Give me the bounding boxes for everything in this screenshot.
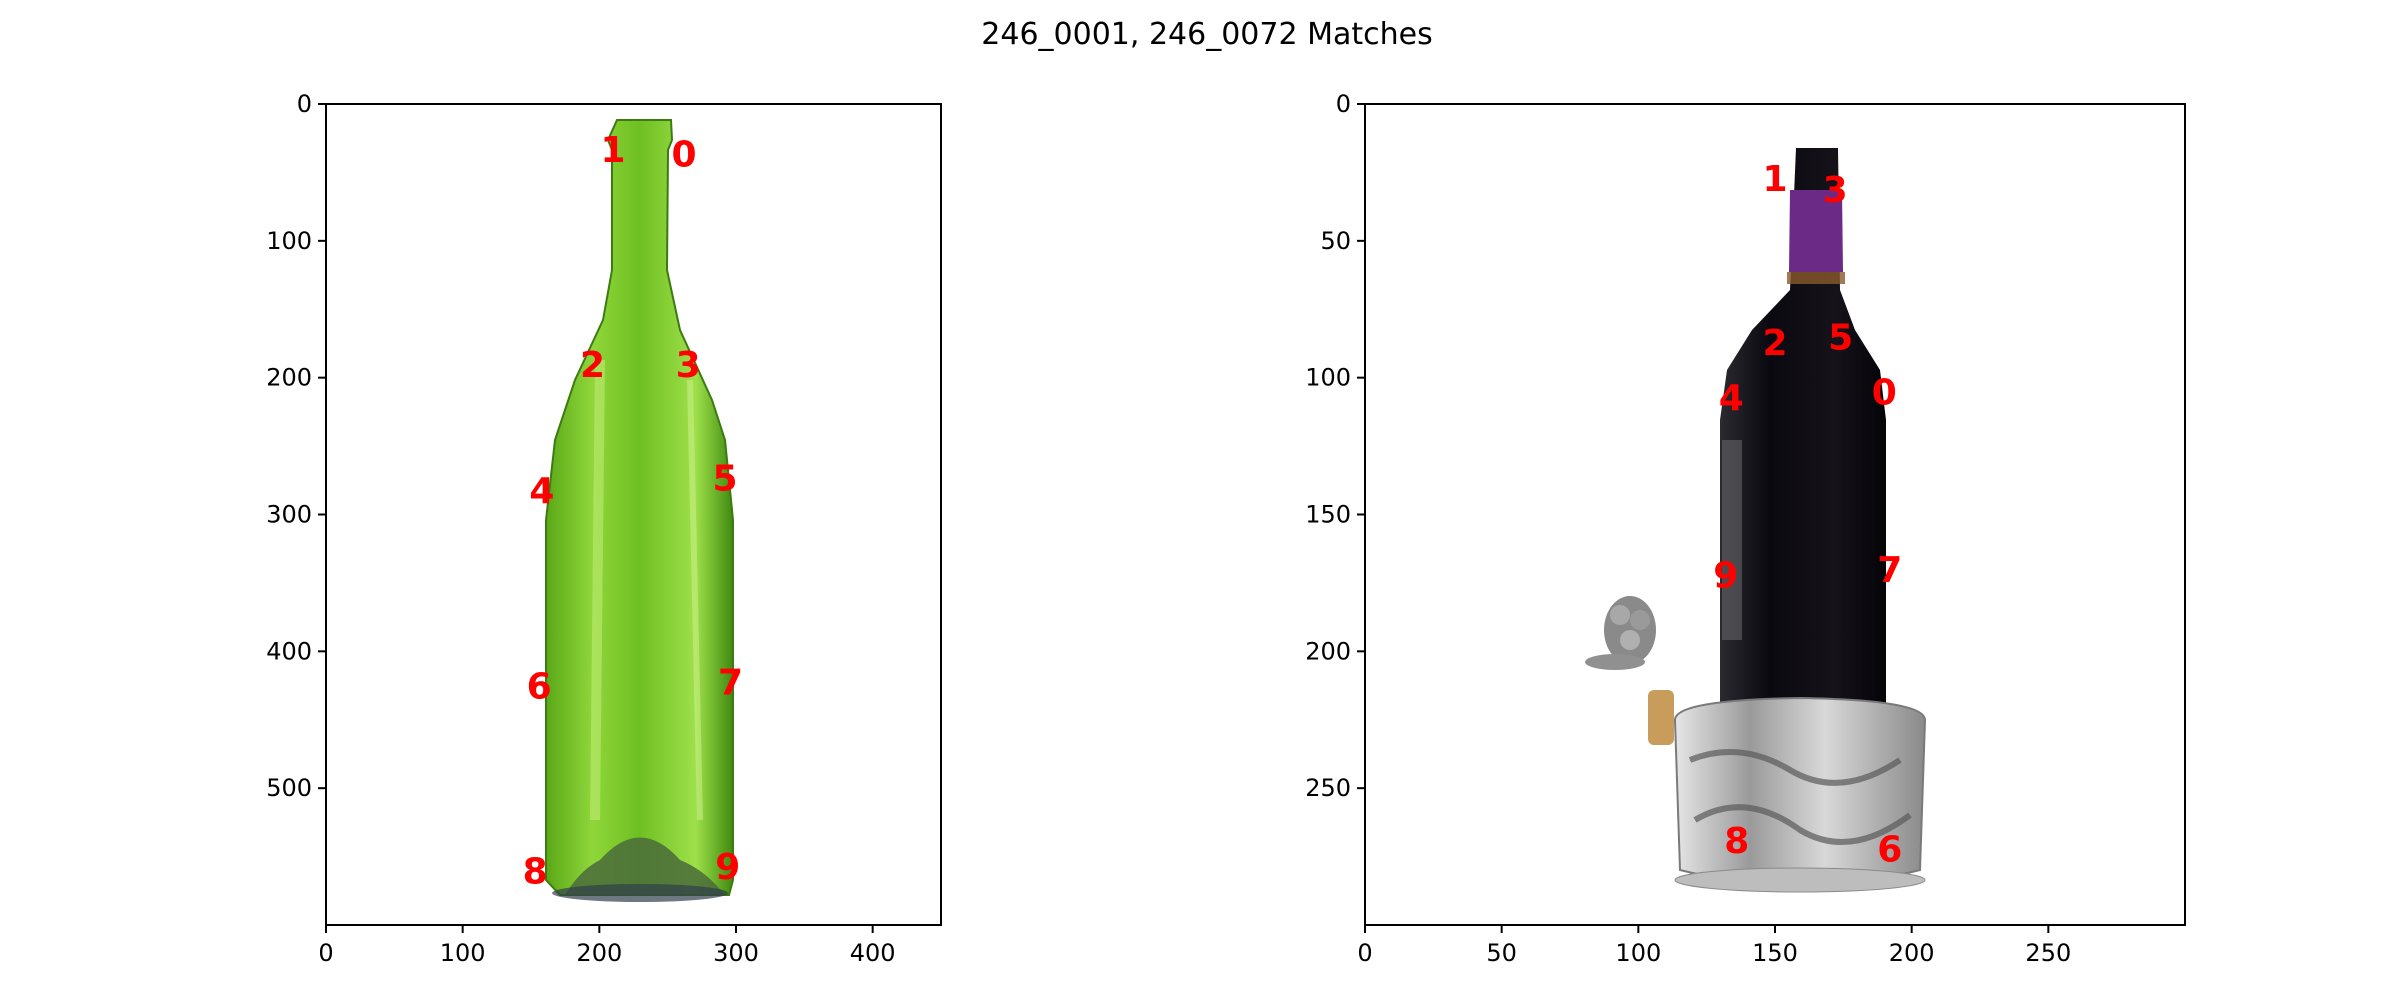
x-tick-label: 200: [576, 939, 622, 967]
y-tick-label: 100: [266, 227, 312, 255]
y-tick-label: 400: [266, 637, 312, 665]
y-tick-label: 200: [1305, 637, 1351, 665]
keypoint-2: 2: [1762, 323, 1787, 364]
y-tick-label: 500: [266, 774, 312, 802]
figure-title: 246_0001, 246_0072 Matches: [981, 17, 1432, 52]
right-keypoints: 0 1 2 3 4 5 6 7 8 9: [1713, 159, 1902, 870]
left-keypoints: 0 1 2 3 4 5 6 7 8 9: [523, 130, 743, 892]
keypoint-3: 3: [676, 345, 701, 386]
keypoint-0: 0: [1872, 372, 1897, 413]
keypoint-6: 6: [527, 667, 552, 708]
keypoint-3: 3: [1823, 170, 1848, 211]
x-tick-label: 200: [1889, 939, 1935, 967]
y-tick-label: 150: [1305, 501, 1351, 529]
keypoint-6: 6: [1877, 829, 1902, 870]
x-tick-label: 0: [1357, 939, 1372, 967]
keypoint-1: 1: [600, 130, 625, 171]
keypoint-9: 9: [1713, 556, 1738, 597]
keypoint-5: 5: [1828, 318, 1853, 359]
subplot-left: 0 100 200 300 400 0 100 200 300 400 500 0 1 2 3 4 5 6 7 8 9: [266, 90, 942, 967]
keypoint-1: 1: [1762, 159, 1787, 200]
x-tick-label: 50: [1486, 939, 1517, 967]
keypoint-5: 5: [713, 459, 738, 500]
keypoint-0: 0: [672, 134, 697, 175]
y-tick-label: 100: [1305, 364, 1351, 392]
y-tick-label: 0: [1336, 90, 1351, 118]
y-tick-label: 0: [297, 90, 312, 118]
x-tick-label: 250: [2025, 939, 2071, 967]
keypoint-7: 7: [1877, 550, 1902, 591]
right-image: [1365, 104, 2185, 925]
keypoint-9: 9: [715, 847, 740, 888]
y-tick-label: 50: [1320, 227, 1351, 255]
keypoint-7: 7: [718, 662, 743, 703]
cork-stopper: [1585, 596, 1674, 745]
x-tick-label: 300: [713, 939, 759, 967]
keypoint-8: 8: [1724, 821, 1749, 862]
y-tick-label: 200: [266, 364, 312, 392]
keypoint-4: 4: [1719, 378, 1744, 419]
subplot-right: 0 50 100 150 200 250 0 50 100 150 200 250 0 1 2 3 4 5 6 7 8…: [1305, 90, 2186, 967]
y-tick-label: 300: [266, 501, 312, 529]
y-tick-label: 250: [1305, 774, 1351, 802]
x-tick-label: 400: [850, 939, 896, 967]
dark-bottle: [1720, 148, 1886, 720]
x-tick-label: 100: [1615, 939, 1661, 967]
keypoint-4: 4: [529, 471, 554, 512]
x-tick-label: 0: [318, 939, 333, 967]
keypoint-8: 8: [523, 851, 548, 892]
x-tick-label: 100: [440, 939, 486, 967]
purple-capsule: [1789, 190, 1843, 272]
left-axis-ticks: 0 100 200 300 400 0 100 200 300 400 500: [266, 90, 895, 967]
keypoint-2: 2: [580, 345, 605, 386]
x-tick-label: 150: [1752, 939, 1798, 967]
left-image: [326, 104, 941, 925]
